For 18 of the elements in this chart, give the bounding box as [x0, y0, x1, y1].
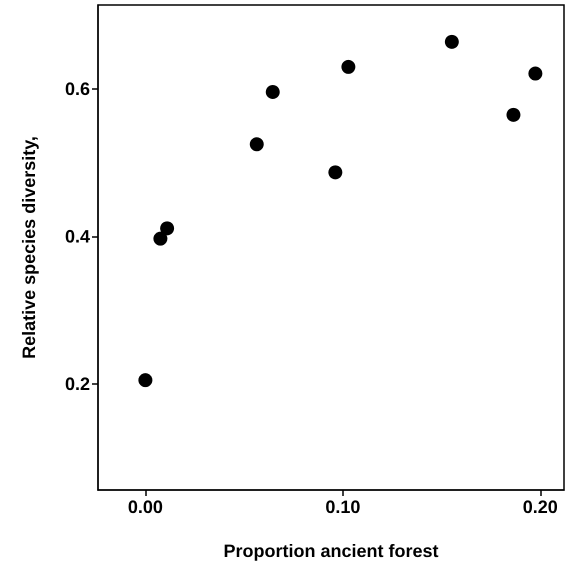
point: [444, 34, 459, 49]
x-tick-label: 0.20: [522, 497, 558, 517]
y-tick-label: 0.4: [64, 226, 90, 246]
x-axis-title: Proportion ancient forest: [223, 541, 439, 561]
point: [250, 137, 264, 152]
point: [506, 108, 520, 122]
x-tick-label: 0.10: [325, 497, 360, 517]
point: [160, 221, 174, 236]
x-tick-label: 0.00: [128, 497, 163, 517]
point: [153, 232, 168, 246]
point: [528, 66, 542, 81]
point: [138, 373, 152, 388]
point: [341, 60, 356, 74]
point: [328, 165, 342, 180]
point: [266, 84, 280, 99]
y-axis-title: Relative species diversity,: [19, 136, 39, 359]
y-tick-label: 0.6: [64, 79, 90, 100]
y-tick-label: 0.2: [64, 374, 90, 394]
